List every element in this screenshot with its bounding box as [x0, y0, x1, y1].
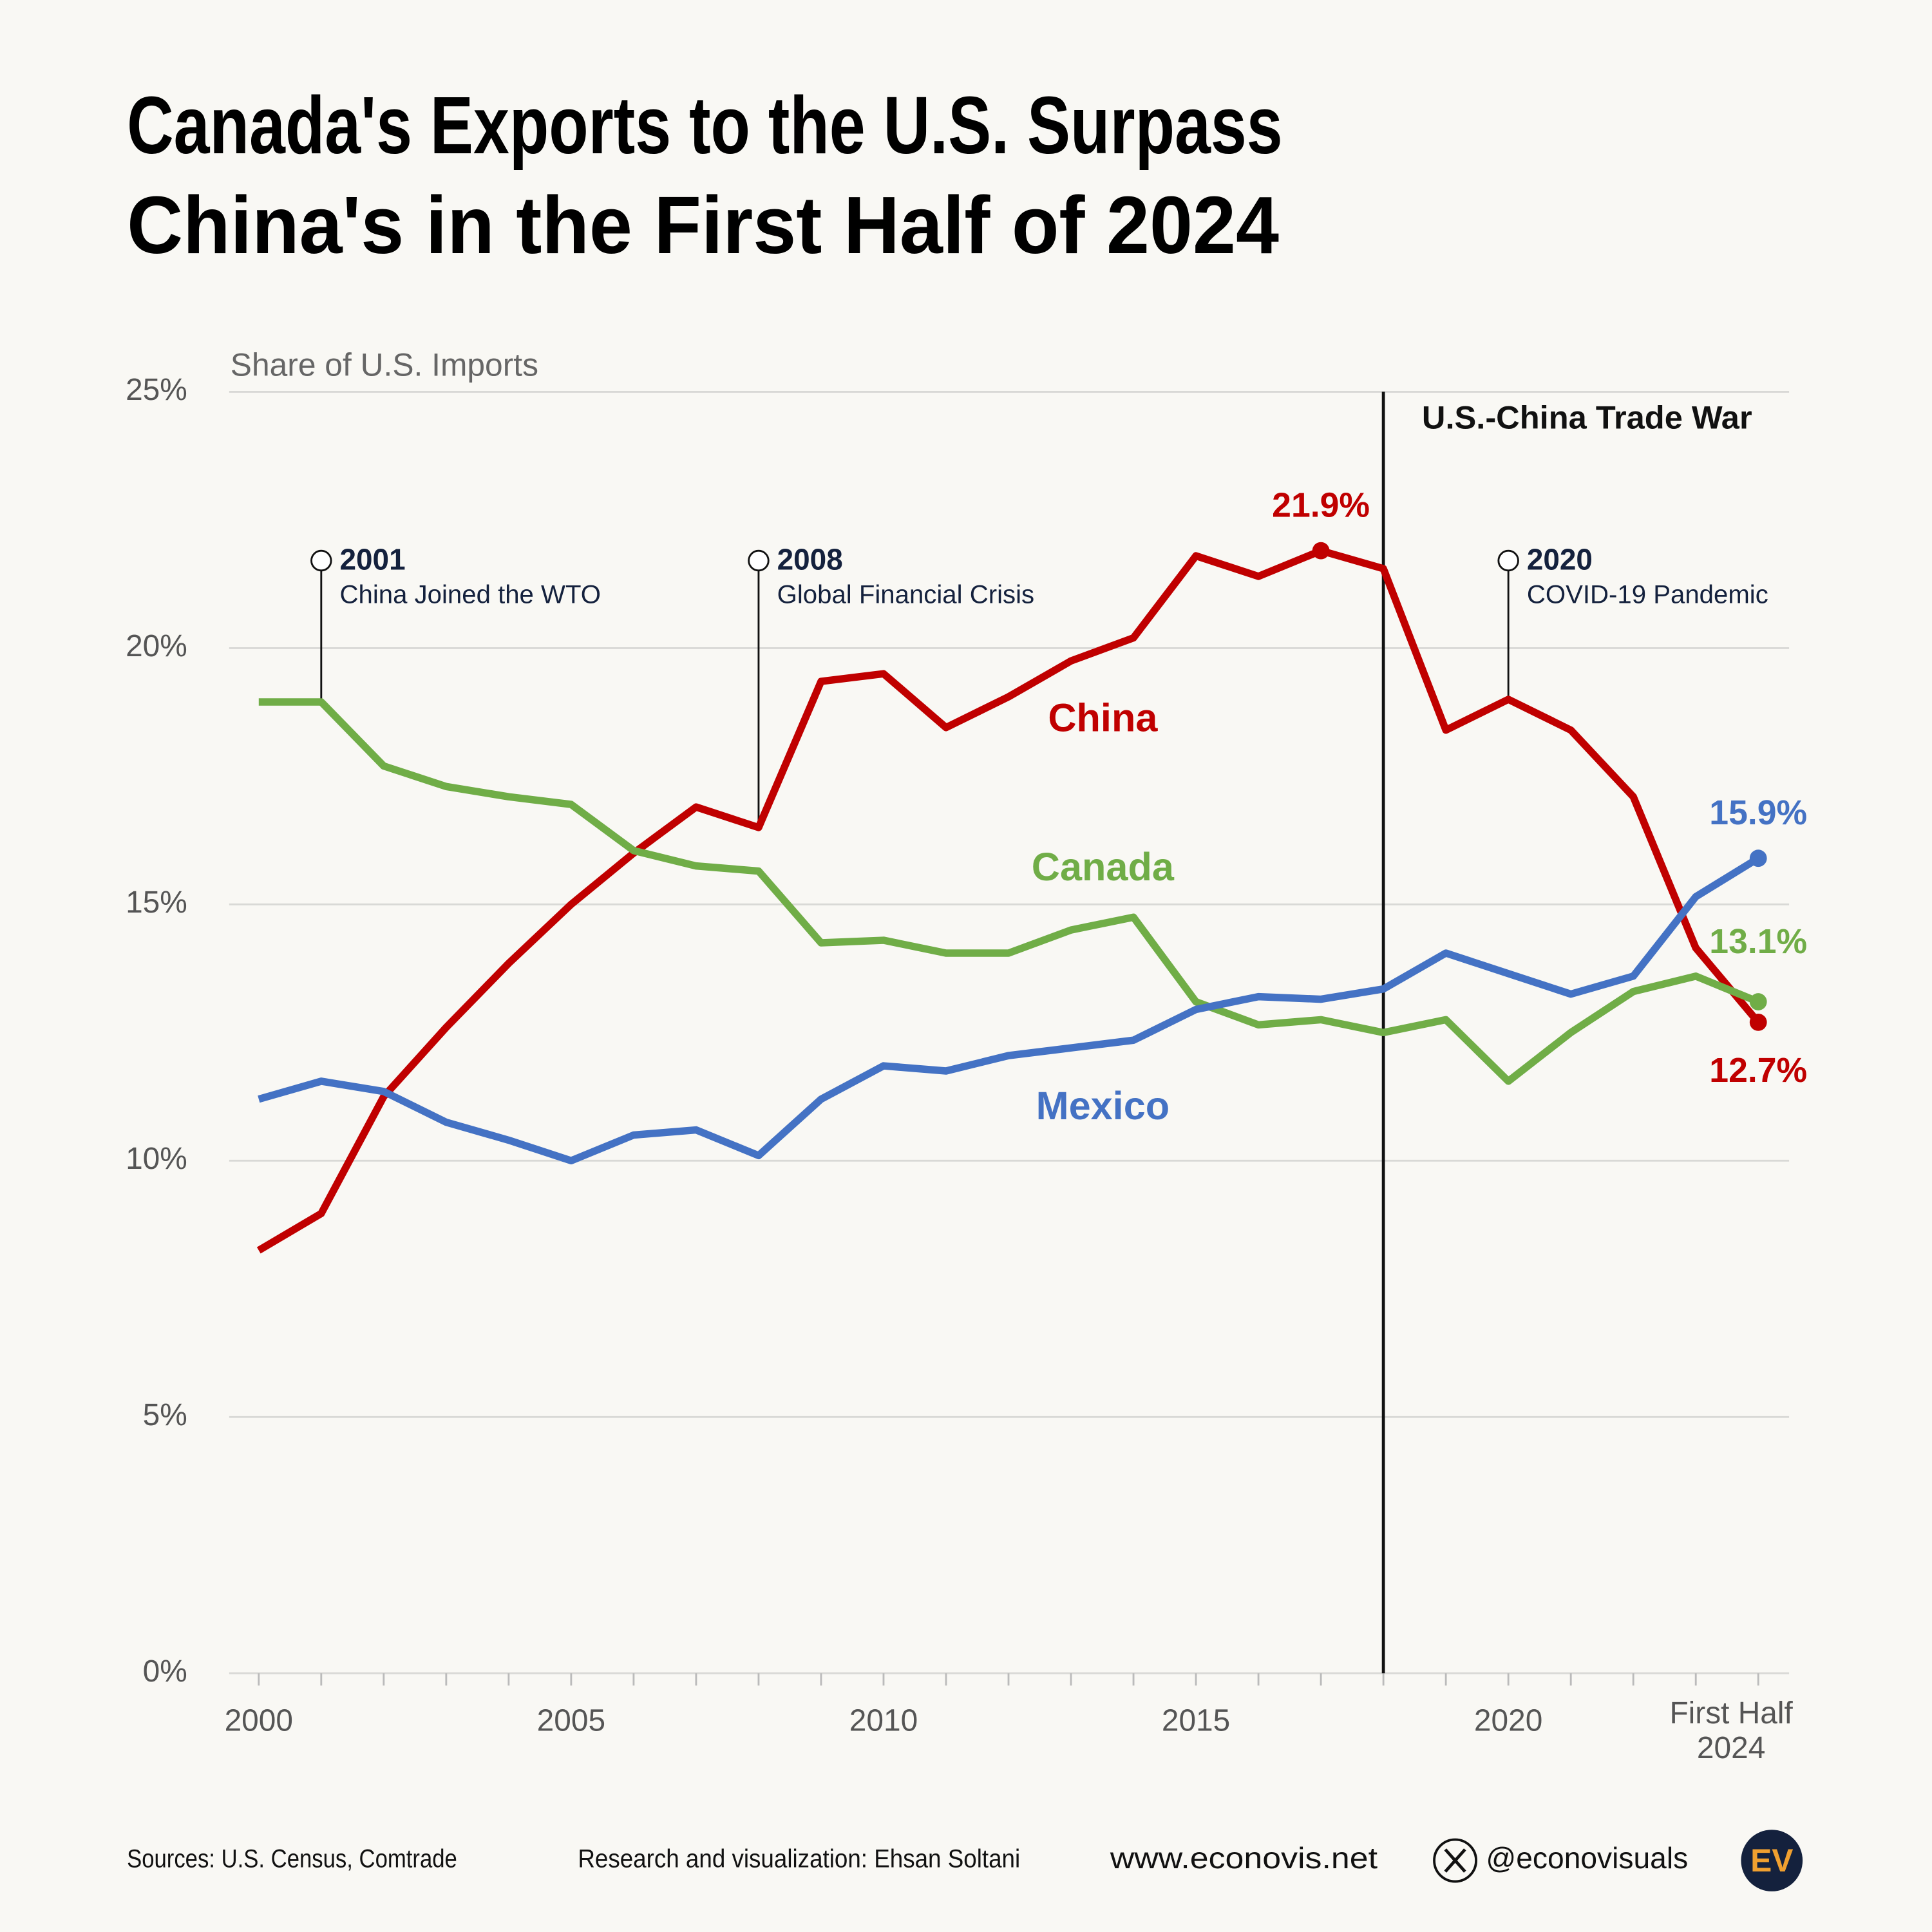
y-tick-label: 15%	[126, 886, 187, 920]
x-tick-line: 2024	[1697, 1730, 1765, 1765]
y-tick-label: 20%	[126, 629, 187, 663]
x-tick-line: First Half	[1669, 1696, 1793, 1730]
value-label: 12.7%	[1709, 1052, 1807, 1090]
x-tick-label: 2000	[225, 1703, 293, 1738]
x-tick-label: 2005	[537, 1703, 605, 1738]
annotation-marker	[1497, 549, 1519, 572]
logo: EV	[1750, 1842, 1793, 1879]
x-logo	[1433, 1838, 1478, 1883]
sources: Sources: U.S. Census, Comtrade	[127, 1844, 457, 1873]
x-tick-label: 2020	[1474, 1703, 1542, 1738]
annotation-marker	[310, 549, 332, 572]
value-label: 21.9%	[1272, 486, 1370, 524]
annotation-year: 2001	[340, 543, 406, 576]
series-label: China	[1048, 696, 1158, 739]
y-axis-title: Share of U.S. Imports	[231, 346, 538, 383]
series-line	[256, 547, 1761, 1254]
footer: Sources: U.S. Census, Comtrade Research …	[127, 1830, 1803, 1891]
annotation-text: China Joined the WTO	[340, 580, 601, 609]
y-tick-label: 25%	[126, 373, 187, 407]
series-line	[258, 855, 1761, 1165]
x-tick-label: 2010	[849, 1703, 918, 1738]
annotation-text: Global Financial Crisis	[777, 580, 1034, 609]
series-line	[258, 698, 1760, 1085]
annotation-year: 2020	[1527, 543, 1593, 576]
value-label: 13.1%	[1709, 923, 1807, 961]
point-marker	[1749, 849, 1767, 867]
handle: @econovisuals	[1486, 1841, 1688, 1875]
point-marker	[1749, 993, 1767, 1010]
value-label: 15.9%	[1709, 794, 1807, 832]
chart-title: Canada's Exports to the U.S. Surpass	[127, 80, 1283, 171]
website: www.econovis.net	[1110, 1841, 1378, 1875]
logo-circle	[1741, 1830, 1803, 1891]
series-label: Mexico	[1036, 1084, 1170, 1128]
y-tick-label: 0%	[143, 1654, 187, 1689]
annotation-year: 2008	[777, 543, 843, 576]
y-tick-label: 10%	[126, 1142, 187, 1176]
series-label: Canada	[1032, 845, 1175, 889]
point-marker	[1749, 1014, 1767, 1031]
annotation-text: COVID-19 Pandemic	[1527, 580, 1768, 609]
credit: Research and visualization: Ehsan Soltan…	[578, 1844, 1020, 1873]
annotation-marker	[748, 549, 770, 572]
x-tick-label: 2015	[1162, 1703, 1230, 1738]
y-tick-label: 5%	[143, 1398, 187, 1432]
x-tick-label: First Half 2024	[1669, 1696, 1793, 1765]
x-logo-mark	[1444, 1848, 1466, 1873]
chart-title: China's in the First Half of 2024	[127, 180, 1279, 270]
point-marker	[1312, 542, 1330, 560]
period-label: U.S.-China Trade War	[1422, 400, 1752, 436]
